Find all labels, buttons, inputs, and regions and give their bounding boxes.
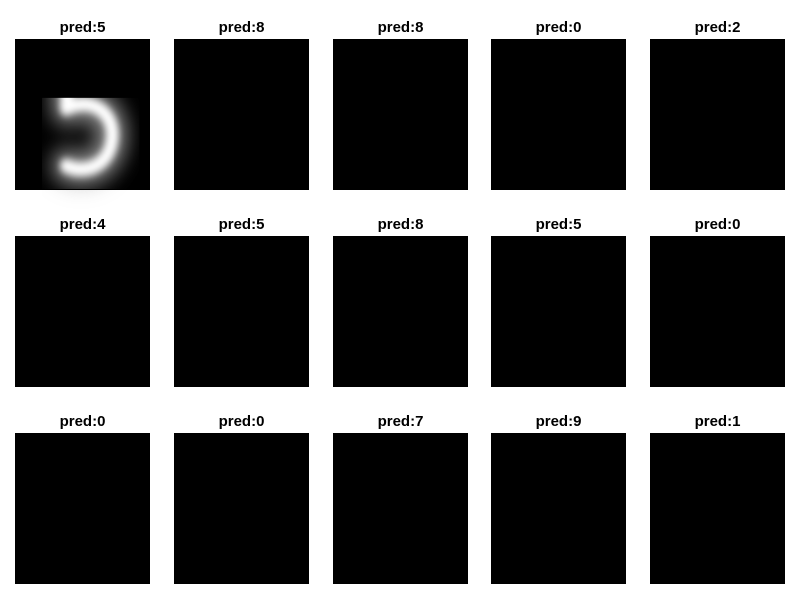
axes-frame bbox=[174, 236, 309, 387]
axes-frame bbox=[333, 433, 468, 584]
axes-frame bbox=[174, 433, 309, 584]
digit-image-background bbox=[333, 236, 468, 387]
digit-image-background bbox=[15, 433, 150, 584]
panel-title: pred:5 bbox=[536, 216, 582, 233]
panel-title: pred:1 bbox=[695, 413, 741, 430]
axes-frame bbox=[491, 236, 626, 387]
digit-image bbox=[51, 97, 128, 186]
digit-panel: pred:0 bbox=[650, 216, 785, 387]
digit-panel: pred:0 bbox=[491, 19, 626, 190]
digit-panel: pred:4 bbox=[15, 216, 150, 387]
panel-title: pred:9 bbox=[536, 413, 582, 430]
digit-panel: pred:0 bbox=[15, 413, 150, 584]
axes-frame bbox=[15, 433, 150, 584]
digit-image-background bbox=[15, 236, 150, 387]
digit-image-background bbox=[491, 236, 626, 387]
digit-image-background bbox=[650, 39, 785, 190]
digit-image-background bbox=[174, 236, 309, 387]
panel-title: pred:0 bbox=[219, 413, 265, 430]
axes-frame bbox=[15, 39, 150, 190]
digit-image-background bbox=[174, 39, 309, 190]
axes-frame bbox=[15, 236, 150, 387]
panel-title: pred:0 bbox=[695, 216, 741, 233]
digit-image-background bbox=[491, 39, 626, 190]
panel-title: pred:2 bbox=[695, 19, 741, 36]
digit-panel: pred:0 bbox=[174, 413, 309, 584]
panel-title: pred:7 bbox=[378, 413, 424, 430]
axes-frame bbox=[491, 39, 626, 190]
panel-title: pred:8 bbox=[219, 19, 265, 36]
axes-frame bbox=[650, 39, 785, 190]
digit-panel: pred:1 bbox=[650, 413, 785, 584]
digit-panel: pred:8 bbox=[333, 19, 468, 190]
digit-image-background bbox=[333, 39, 468, 190]
panel-title: pred:0 bbox=[536, 19, 582, 36]
digit-panel: pred:5 bbox=[174, 216, 309, 387]
digit-panel: pred:7 bbox=[333, 413, 468, 584]
digit-panel: pred:8 bbox=[333, 216, 468, 387]
panel-title: pred:5 bbox=[219, 216, 265, 233]
panel-title: pred:8 bbox=[378, 216, 424, 233]
axes-frame bbox=[650, 433, 785, 584]
axes-frame bbox=[650, 236, 785, 387]
axes-frame bbox=[333, 236, 468, 387]
digit-panel: pred:8 bbox=[174, 19, 309, 190]
panel-title: pred:8 bbox=[378, 19, 424, 36]
digit-image-background bbox=[333, 433, 468, 584]
panels-layer: pred:5 pred:8 pred:8 pred:0 pred:2 pred:4 pred… bbox=[15, 19, 785, 584]
panel-title: pred:4 bbox=[60, 216, 107, 233]
digit-panel: pred:5 bbox=[15, 19, 150, 190]
panel-title: pred:5 bbox=[60, 19, 106, 36]
axes-frame bbox=[333, 39, 468, 190]
digit-panel: pred:5 bbox=[491, 216, 626, 387]
axes-frame bbox=[174, 39, 309, 190]
digit-image-background bbox=[650, 433, 785, 584]
axes-frame bbox=[491, 433, 626, 584]
digit-image-background bbox=[650, 236, 785, 387]
panel-title: pred:0 bbox=[60, 413, 106, 430]
digit-image-background bbox=[491, 433, 626, 584]
digit-panel: pred:2 bbox=[650, 19, 785, 190]
digit-panel: pred:9 bbox=[491, 413, 626, 584]
digit-stroke bbox=[60, 97, 119, 176]
digit-image-background bbox=[174, 433, 309, 584]
